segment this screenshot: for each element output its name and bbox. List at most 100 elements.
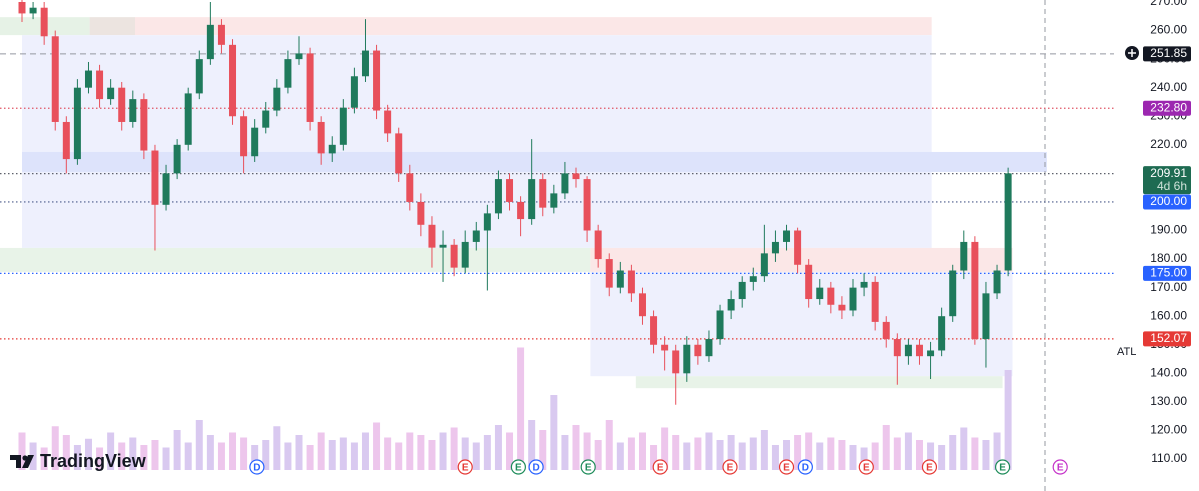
candle-body	[328, 144, 336, 154]
volume-bar	[18, 432, 26, 470]
candle-body	[760, 253, 768, 277]
candle-body	[749, 276, 757, 282]
volume-bar	[328, 440, 336, 470]
volume-bar	[915, 440, 923, 470]
candle-body	[40, 7, 48, 37]
volume-bar	[871, 442, 879, 470]
candles	[18, 0, 1012, 405]
volume-bar	[616, 442, 624, 470]
candle-body	[29, 7, 37, 14]
candle-body	[417, 201, 425, 225]
volume-bar	[694, 437, 702, 470]
event-label: D	[802, 463, 809, 474]
price-tag	[1143, 166, 1191, 195]
price-tag	[1143, 331, 1191, 347]
volume-bar	[373, 422, 381, 470]
candle-body	[350, 76, 358, 108]
volume-bar	[284, 442, 292, 470]
candle-body	[971, 241, 979, 340]
candle-body	[838, 304, 846, 311]
volume-bar	[40, 447, 48, 470]
price-tag-sub: 4d 6h	[1157, 179, 1187, 193]
candle-body	[118, 87, 126, 122]
volume-bar	[882, 425, 890, 470]
event-label: E	[462, 463, 469, 474]
candle-body	[993, 270, 1001, 294]
event-marker	[994, 459, 1011, 475]
event-marker	[528, 459, 544, 475]
volume-bar	[716, 440, 724, 470]
volume-bar	[605, 420, 613, 470]
zone	[22, 35, 932, 248]
crosshair-button[interactable]	[1125, 46, 1139, 60]
event-label: E	[727, 463, 734, 474]
volume-bar	[251, 445, 259, 470]
volume-bar	[51, 426, 59, 470]
candle-body	[771, 241, 779, 254]
candle-body	[339, 107, 347, 145]
volume-bar	[794, 435, 802, 470]
volume-bar	[184, 442, 192, 470]
logo: TradingView	[10, 451, 147, 471]
volume-bar	[206, 435, 214, 470]
volume-bar	[539, 430, 547, 470]
candle-body	[428, 224, 436, 248]
volume-bar	[816, 442, 824, 470]
candle-body	[650, 316, 658, 345]
y-tick-label: 260.00	[1150, 23, 1187, 37]
volume-bar	[550, 395, 558, 470]
volume-bar	[229, 432, 237, 470]
candle-body	[616, 270, 624, 288]
volume-bar	[472, 442, 480, 470]
candle-body	[960, 241, 968, 271]
volume-bar	[96, 447, 104, 470]
candle-body	[583, 179, 591, 231]
candle-body	[794, 230, 802, 265]
event-marker	[1052, 459, 1068, 475]
candle-body	[683, 344, 691, 374]
zone	[635, 376, 1003, 389]
volume-bar	[650, 445, 658, 470]
volume-bar	[339, 437, 347, 470]
candle-body	[18, 1, 26, 14]
y-tick-label: 170.00	[1150, 280, 1187, 294]
candle-body	[240, 116, 248, 157]
candle-body	[306, 53, 314, 122]
candle-body	[129, 99, 137, 122]
candle-body	[384, 110, 392, 134]
volume-bar	[350, 442, 358, 470]
volume-bar	[506, 432, 514, 470]
volume-bar	[317, 432, 325, 470]
candle-body	[927, 350, 935, 357]
candle-body	[539, 179, 547, 208]
candle-body	[217, 24, 225, 45]
volume-bar	[306, 445, 314, 470]
event-label: E	[585, 463, 592, 474]
candle-body	[373, 50, 381, 111]
candle-body	[62, 121, 70, 160]
volume-bar	[838, 440, 846, 470]
candle-body	[860, 281, 868, 288]
candle-body	[882, 321, 890, 340]
candle-body	[439, 244, 447, 248]
volume-bar	[594, 440, 602, 470]
candle-body	[317, 121, 325, 154]
volume-bar	[173, 430, 181, 470]
volume-bar	[217, 442, 225, 470]
y-tick-label: 110.00	[1151, 451, 1187, 465]
price-tag	[1143, 194, 1191, 210]
volume-bar	[982, 440, 990, 470]
volume-bar	[971, 437, 979, 470]
candle-body	[96, 70, 104, 100]
volume-bar	[638, 432, 646, 470]
y-tick-label: 140.00	[1150, 365, 1187, 379]
candle-body	[195, 59, 203, 94]
candle-body	[284, 59, 292, 88]
brand: TradingView	[40, 451, 147, 471]
annotation: ATL	[1117, 346, 1136, 358]
candle-body	[827, 287, 835, 305]
candle-body	[273, 87, 281, 111]
volume-bar	[140, 445, 148, 470]
y-tick-label: 180.00	[1150, 251, 1187, 265]
